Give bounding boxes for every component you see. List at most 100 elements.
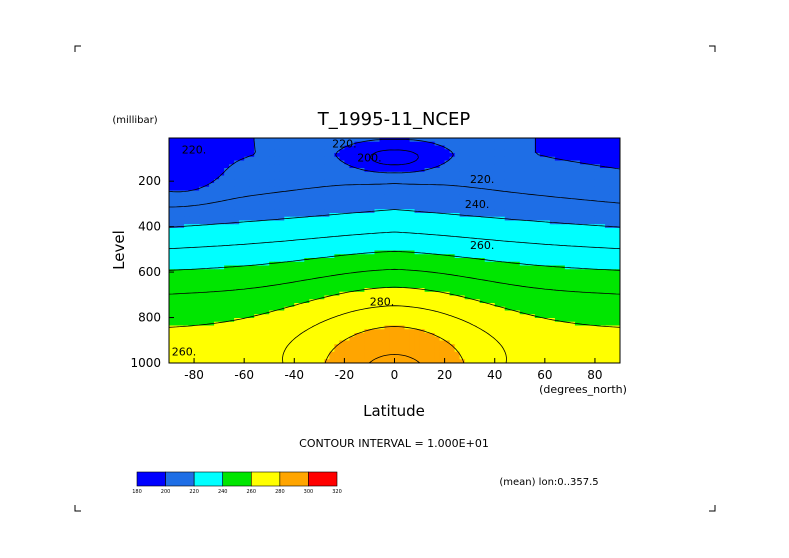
contour-cell [339, 284, 345, 289]
contour-cell [544, 273, 551, 278]
contour-cell [614, 336, 620, 342]
contour-cell [379, 156, 386, 162]
contour-cell [264, 216, 270, 222]
contour-cell [299, 168, 305, 173]
contour-cell [429, 321, 436, 327]
contour-cell [309, 284, 315, 289]
contour-cell [324, 321, 330, 327]
contour-cell [514, 318, 521, 323]
contour-cell [284, 243, 290, 248]
contour-cell [544, 198, 551, 203]
contour-cell [329, 333, 335, 338]
contour-cell [424, 175, 431, 180]
contour-cell [604, 164, 611, 169]
contour-cell [334, 239, 340, 244]
contour-cell [594, 153, 601, 158]
contour-cell [344, 179, 350, 184]
contour-cell [364, 239, 371, 244]
contour-cell [299, 160, 305, 165]
contour-cell [609, 186, 616, 192]
contour-cell [369, 273, 376, 278]
contour-cell [294, 273, 300, 278]
contour-cell [594, 156, 601, 162]
contour-cell [384, 295, 391, 300]
contour-cell [504, 141, 511, 147]
contour-cell [289, 138, 295, 143]
contour-cell [319, 145, 325, 150]
contour-cell [284, 280, 290, 285]
contour-cell [269, 138, 275, 143]
contour-cell [434, 310, 441, 315]
contour-cell [359, 258, 366, 263]
contour-cell [379, 333, 386, 338]
contour-cell [574, 164, 581, 169]
contour-cell [394, 231, 401, 237]
contour-cell [214, 303, 220, 308]
contour-cell [234, 344, 240, 349]
contour-cell [329, 239, 335, 244]
contour-cell [499, 246, 506, 252]
contour-cell [534, 318, 541, 323]
contour-cell [324, 288, 330, 293]
contour-cell [439, 299, 446, 304]
contour-cell [224, 175, 230, 180]
contour-cell [474, 243, 481, 248]
contour-cell [329, 273, 335, 278]
contour-cell [299, 250, 305, 255]
contour-cell [389, 194, 396, 199]
contour-cell [239, 291, 245, 297]
contour-cell [354, 261, 361, 267]
contour-cell [489, 145, 496, 150]
contour-cell [414, 186, 421, 192]
contour-cell [389, 246, 396, 252]
contour-cell [389, 295, 396, 300]
contour-cell [384, 201, 391, 207]
contour-cell [224, 235, 230, 240]
contour-cell [174, 198, 180, 203]
contour-cell [534, 141, 541, 147]
contour-cell [189, 239, 195, 244]
contour-cell [559, 138, 566, 143]
contour-cell [219, 145, 225, 150]
contour-cell [294, 205, 300, 210]
contour-cell [549, 299, 556, 304]
contour-cell [254, 156, 260, 162]
contour-cell [389, 310, 396, 315]
contour-cell [219, 246, 225, 252]
contour-cell [434, 269, 441, 274]
contour-cell [534, 209, 541, 214]
contour-cell [219, 254, 225, 259]
contour-cell [319, 160, 325, 165]
contour-cell [464, 149, 471, 154]
contour-cell [304, 160, 310, 165]
contour-cell [379, 276, 386, 282]
contour-cell [309, 179, 315, 184]
contour-cell [574, 318, 581, 323]
contour-cell [179, 190, 185, 195]
contour-cell [169, 258, 175, 263]
contour-cell [539, 246, 546, 252]
contour-cell [609, 265, 616, 270]
contour-cell [234, 314, 240, 319]
contour-cell [599, 314, 606, 319]
contour-cell [274, 171, 280, 177]
contour-cell [409, 228, 416, 233]
contour-cell [579, 156, 586, 162]
contour-cell [544, 284, 551, 289]
contour-cell [489, 213, 496, 218]
contour-cell [574, 273, 581, 278]
contour-cell [554, 183, 561, 188]
contour-cell [499, 149, 506, 154]
contour-cell [289, 314, 295, 319]
contour-cell [399, 333, 406, 338]
contour-cell [489, 321, 496, 327]
contour-cell [329, 318, 335, 323]
contour-cell [429, 291, 436, 297]
contour-cell [614, 276, 620, 282]
contour-cell [394, 145, 401, 150]
contour-cell [534, 183, 541, 188]
contour-cell [419, 239, 426, 244]
contour-cell [374, 179, 381, 184]
contour-cell [504, 265, 511, 270]
contour-cell [394, 216, 401, 222]
